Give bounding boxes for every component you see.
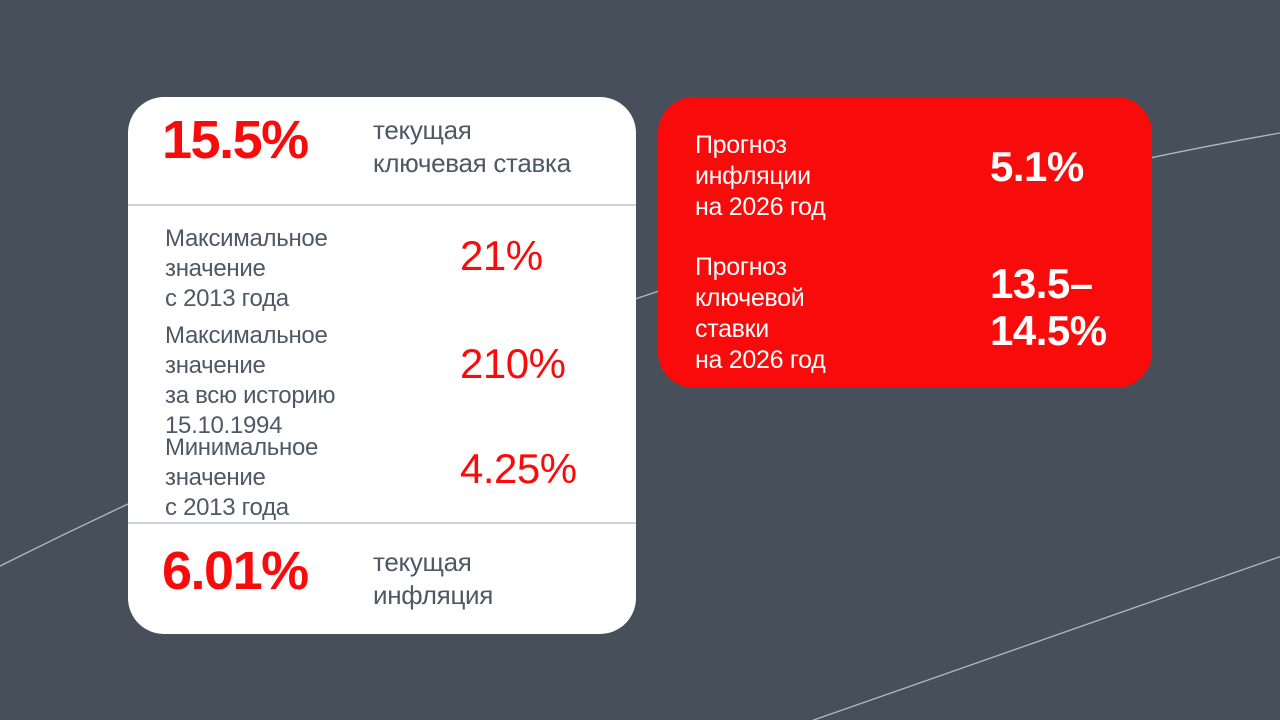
divider-top <box>128 204 636 206</box>
divider-bottom <box>128 522 636 524</box>
max-since-2013-value: 21% <box>460 232 543 279</box>
key-rate-forecast-value: 13.5– 14.5% <box>990 260 1107 354</box>
min-since-2013-value: 4.25% <box>460 445 577 492</box>
key-rate-forecast-label: Прогноз ключевой ставки на 2026 год <box>695 253 826 374</box>
current-inflation-label: текущая инфляция <box>373 547 494 610</box>
current-key-rate-value: 15.5% <box>162 110 309 170</box>
deco-line-bottom <box>811 556 1280 720</box>
current-key-rate-label: текущая ключевая ставка <box>373 115 571 178</box>
inflation-forecast-value: 5.1% <box>990 143 1084 190</box>
max-since-2013-label: Максимальное значение с 2013 года <box>165 225 328 312</box>
forecast-card: Прогноз инфляции на 2026 год 5.1% Прогно… <box>658 97 1152 388</box>
inflation-forecast-label: Прогноз инфляции на 2026 год <box>695 131 826 221</box>
min-since-2013-label: Минимальное значение с 2013 года <box>165 434 319 521</box>
max-all-time-value: 210% <box>460 340 566 387</box>
key-rate-card: 15.5% текущая ключевая ставка Максимальн… <box>128 97 636 634</box>
current-inflation-value: 6.01% <box>162 541 309 601</box>
max-all-time-label: Максимальное значение за всю историю 15.… <box>165 322 336 439</box>
